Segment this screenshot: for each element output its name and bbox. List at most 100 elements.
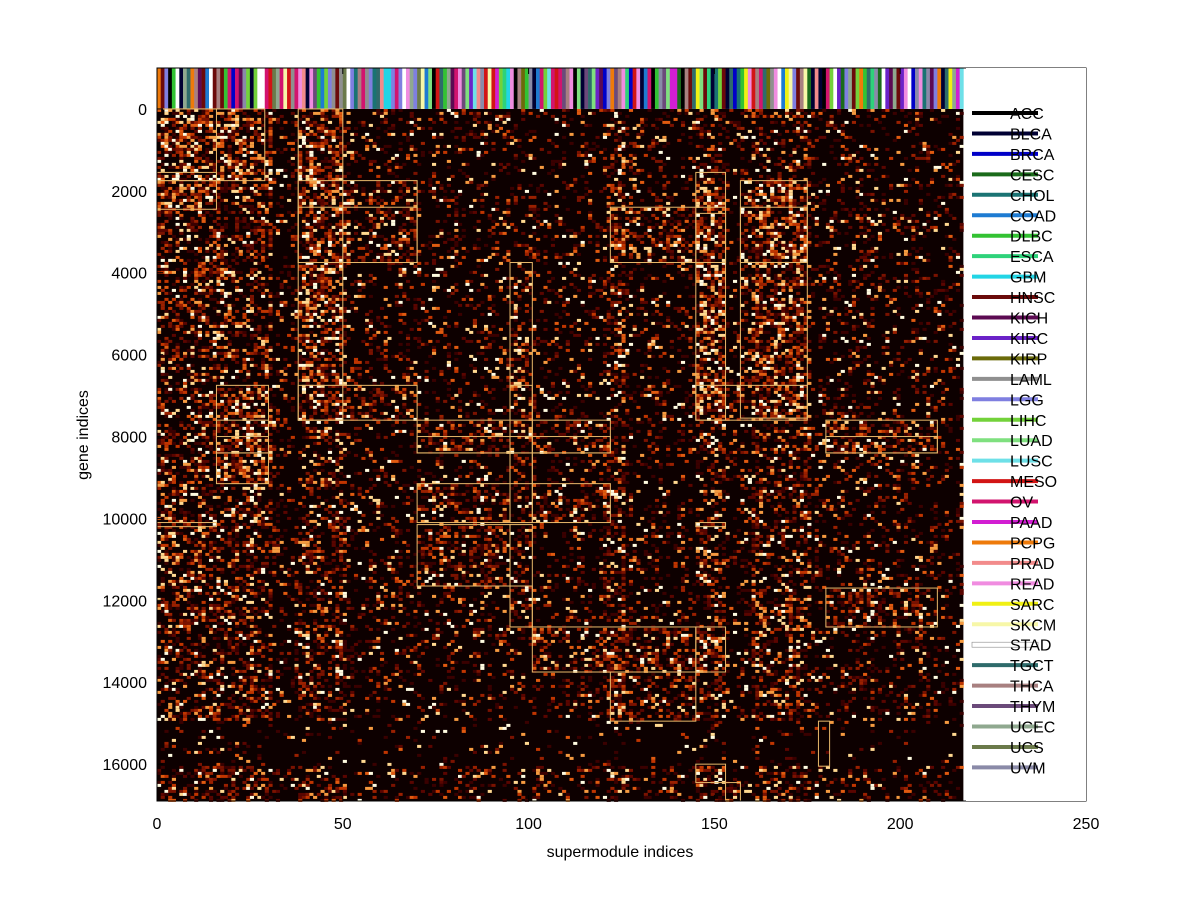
heatmap-cell (212, 180, 217, 184)
heatmap-cell (268, 675, 273, 679)
heatmap-cell (339, 201, 344, 205)
heatmap-cell (301, 447, 307, 451)
heatmap-cell (235, 189, 240, 193)
heatmap-cell (235, 624, 240, 628)
heatmap-cell (179, 705, 184, 709)
heatmap-cell (160, 432, 165, 436)
heatmap-cell (350, 156, 355, 160)
heatmap-cell (168, 426, 173, 430)
heatmap-cell (339, 111, 344, 115)
heatmap-cell (249, 543, 255, 547)
heatmap-cell (275, 768, 281, 772)
heatmap-cell (168, 147, 173, 151)
heatmap-cell (331, 789, 336, 793)
heatmap-cell (183, 168, 188, 172)
heatmap-cell (179, 507, 184, 511)
heatmap-cell (168, 306, 173, 310)
heatmap-cell (294, 657, 299, 661)
heatmap-cell (339, 309, 344, 313)
heatmap-cell (212, 378, 217, 382)
heatmap-cell (342, 147, 347, 151)
heatmap-cell (194, 669, 199, 673)
heatmap-cell (205, 318, 210, 322)
heatmap-cell (175, 120, 180, 124)
heatmap-cell (264, 333, 269, 337)
heatmap-cell (294, 666, 299, 670)
heatmap-cell (160, 759, 165, 763)
heatmap-cell (157, 630, 162, 634)
heatmap-cell (209, 573, 214, 577)
heatmap-cell (190, 417, 195, 421)
heatmap-cell (190, 612, 195, 616)
heatmap-cell (186, 636, 191, 640)
heatmap-cell (253, 471, 258, 475)
heatmap-cell (294, 168, 299, 172)
heatmap-cell (223, 129, 229, 133)
heatmap-cell (220, 261, 225, 265)
heatmap-cell (157, 318, 162, 322)
heatmap-cell (179, 666, 184, 670)
heatmap-cell (287, 735, 292, 739)
heatmap-cell (331, 153, 336, 157)
heatmap-cell (242, 240, 247, 244)
heatmap-cell (253, 480, 258, 484)
heatmap-cell (197, 525, 202, 529)
heatmap-cell (294, 312, 299, 316)
heatmap-cell (257, 567, 262, 571)
heatmap-cell (164, 240, 169, 244)
heatmap-cell (231, 405, 236, 409)
heatmap-cell (190, 144, 195, 148)
heatmap-cell (324, 366, 329, 370)
heatmap-cell (190, 348, 195, 352)
heatmap-cell (190, 135, 195, 139)
heatmap-cell (164, 135, 169, 139)
heatmap-cell (183, 177, 188, 181)
heatmap-cell (238, 159, 243, 163)
heatmap-cell (168, 519, 173, 523)
heatmap-cell (220, 165, 225, 169)
heatmap-cell (294, 276, 299, 280)
heatmap-cell (242, 123, 247, 127)
heatmap-cell (183, 573, 188, 577)
heatmap-cell (183, 267, 188, 271)
heatmap-cell (194, 549, 199, 553)
heatmap-cell (246, 705, 251, 709)
heatmap-cell (320, 267, 325, 271)
heatmap-cell (242, 147, 247, 151)
heatmap-cell (197, 573, 202, 577)
heatmap-cell (335, 645, 340, 649)
heatmap-cell (164, 108, 169, 112)
heatmap-cell (212, 657, 217, 661)
heatmap-cell (157, 423, 162, 427)
heatmap-cell (298, 633, 303, 637)
heatmap-cell (335, 258, 340, 262)
heatmap-cell (235, 324, 240, 328)
heatmap-cell (197, 336, 202, 340)
heatmap-cell (261, 108, 266, 112)
heatmap-cell (160, 714, 165, 718)
heatmap-cell (194, 606, 199, 610)
heatmap-cell (257, 795, 262, 799)
heatmap-cell (298, 135, 303, 139)
heatmap-cell (305, 426, 310, 430)
heatmap-cell (171, 177, 176, 181)
heatmap-cell (264, 471, 269, 475)
heatmap-cell (197, 246, 202, 250)
heatmap-cell (242, 195, 247, 199)
heatmap-cell (186, 630, 191, 634)
heatmap-cell (220, 321, 225, 325)
heatmap-cell (209, 525, 214, 529)
heatmap-cell (253, 405, 258, 409)
heatmap-cell (331, 330, 336, 334)
heatmap-cell (253, 528, 258, 532)
heatmap-cell (201, 522, 206, 526)
heatmap-cell (242, 693, 247, 697)
heatmap-cell (227, 291, 232, 295)
heatmap-cell (264, 282, 269, 286)
heatmap-cell (279, 690, 284, 694)
heatmap-cell (287, 333, 292, 337)
heatmap-cell (294, 582, 299, 586)
heatmap-cell (346, 606, 351, 610)
heatmap-cell (186, 510, 191, 514)
heatmap-cell (190, 249, 195, 253)
